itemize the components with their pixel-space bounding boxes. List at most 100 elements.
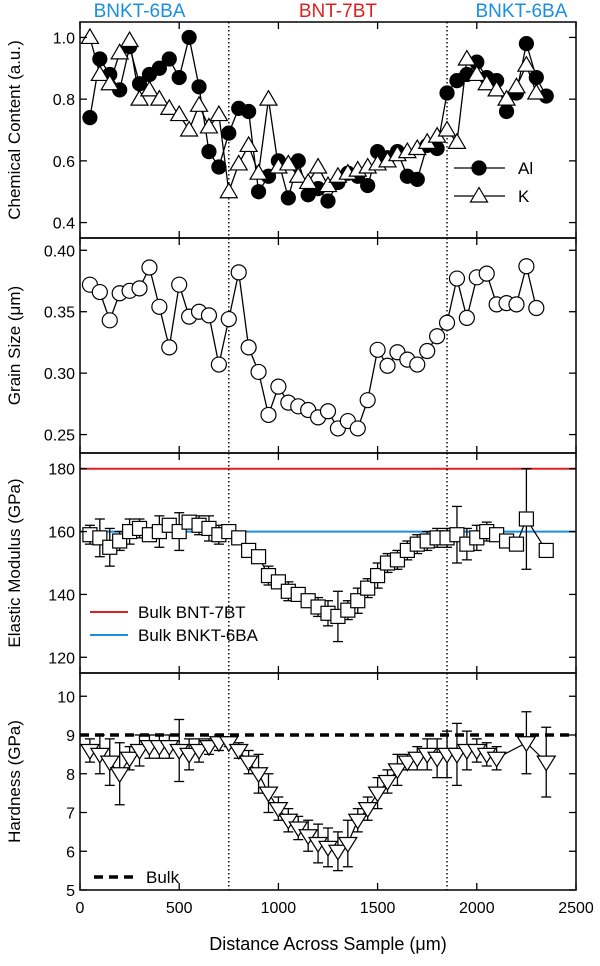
data-point — [258, 89, 279, 106]
panel-2: 0.25 0.30 0.35 0.40 Grain Size (μm) — [5, 237, 577, 454]
data-point — [369, 341, 386, 358]
data-point — [159, 98, 179, 116]
data-point — [477, 74, 497, 91]
data-point — [230, 264, 247, 281]
x-tick-label: 2500 — [558, 900, 594, 917]
data-point — [149, 89, 169, 106]
data-point — [91, 283, 108, 301]
data-point — [506, 77, 527, 94]
data-point — [448, 270, 466, 287]
data-point — [120, 30, 140, 48]
data-point — [198, 740, 220, 757]
panel-1: 0.4 0.6 0.8 1.0 Chemical Content (a.u.) Al K — [5, 21, 577, 239]
data-point — [229, 154, 249, 171]
data-point — [82, 110, 98, 126]
x-tick-label: 1000 — [261, 900, 297, 917]
data-point — [260, 406, 277, 424]
legend-label: Bulk BNKT-6BA — [138, 626, 259, 645]
y-tick-label: 0.30 — [44, 366, 75, 383]
y-tick-label: 160 — [48, 525, 75, 542]
data-point — [518, 258, 535, 275]
data-point — [189, 95, 209, 112]
x-tick-label: 1500 — [360, 900, 396, 917]
y-tick-label: 0.35 — [44, 305, 75, 322]
data-point — [409, 356, 426, 373]
data-point — [367, 786, 388, 803]
data-point — [101, 312, 118, 329]
panel-plot-area — [80, 453, 576, 673]
data-point — [526, 83, 546, 100]
series-1 — [80, 711, 557, 872]
y-tick-label: 9 — [66, 728, 75, 745]
data-point — [80, 27, 100, 45]
data-point — [191, 79, 207, 95]
data-point — [327, 844, 348, 861]
data-point — [319, 403, 337, 420]
data-point — [337, 836, 358, 854]
series-1 — [82, 29, 554, 209]
y-axis-label: Grain Size (μm) — [5, 286, 24, 405]
legend-label: Bulk — [146, 868, 180, 887]
data-point — [268, 802, 289, 819]
data-point — [498, 103, 515, 120]
data-point — [497, 89, 517, 106]
y-tick-label: 0.6 — [53, 154, 75, 171]
data-point — [99, 755, 120, 772]
legend: Bulk BNT-7BT Bulk BNKT-6BA — [90, 603, 259, 645]
y-axis-label: Chemical Content (a.u.) — [5, 40, 24, 220]
data-point — [478, 265, 495, 282]
data-point — [438, 314, 456, 331]
legend: Al K — [454, 159, 533, 206]
legend-label: Al — [518, 159, 533, 178]
data-point — [516, 736, 537, 753]
data-point — [258, 786, 279, 803]
data-point — [238, 755, 259, 772]
data-point — [139, 80, 159, 97]
data-point — [320, 193, 336, 209]
data-point — [129, 89, 150, 106]
y-tick-label: 0.4 — [53, 216, 75, 233]
data-point — [318, 175, 338, 193]
legend-marker — [469, 186, 489, 203]
data-point — [240, 339, 257, 356]
region-labels: BNKT-6BA BNT-7BT BNKT-6BA — [94, 1, 568, 22]
series-2 — [80, 27, 546, 199]
data-point — [360, 177, 376, 194]
data-point — [179, 747, 200, 765]
panel-frame — [79, 672, 577, 891]
data-point — [241, 103, 257, 120]
y-tick-label: 7 — [66, 806, 75, 823]
data-point — [347, 813, 368, 830]
data-point — [387, 763, 408, 780]
panel-plot-area — [81, 238, 545, 453]
data-point — [181, 29, 197, 46]
data-point — [427, 751, 448, 768]
data-point — [278, 154, 298, 171]
data-point — [350, 593, 366, 609]
y-tick-label: 140 — [48, 587, 75, 604]
data-point — [211, 159, 227, 175]
data-point — [397, 755, 418, 772]
x-tick-label: 500 — [166, 900, 193, 917]
data-point — [219, 182, 239, 199]
data-point — [169, 104, 189, 122]
data-point — [298, 172, 318, 190]
data-point — [100, 74, 120, 91]
data-point — [518, 511, 535, 527]
y-tick-label: 5 — [66, 883, 75, 900]
data-point — [209, 104, 229, 122]
data-point — [379, 357, 396, 374]
y-tick-label: 0.40 — [44, 243, 75, 260]
data-point — [161, 51, 177, 67]
data-point — [210, 356, 227, 373]
series-1 — [82, 468, 554, 643]
data-point — [249, 163, 269, 180]
data-point — [516, 55, 536, 72]
data-point — [119, 751, 140, 768]
x-axis-label: Distance Across Sample (μm) — [209, 934, 446, 954]
x-tick-label: 2000 — [459, 900, 495, 917]
data-point — [270, 378, 287, 395]
data-point — [288, 166, 308, 183]
